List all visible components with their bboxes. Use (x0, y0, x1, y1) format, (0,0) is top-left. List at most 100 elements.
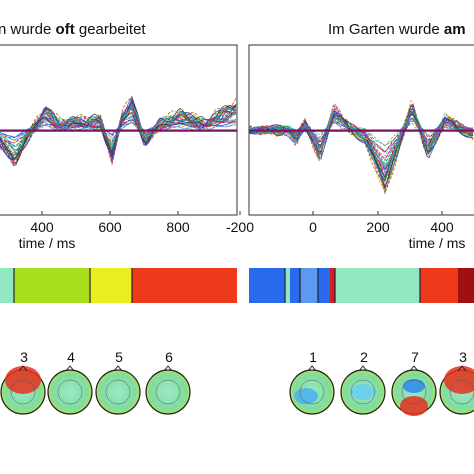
topomap (391, 365, 437, 416)
waveform (249, 114, 474, 179)
waveform (249, 99, 474, 192)
segment (285, 268, 290, 303)
x-tick-label: 400 (30, 219, 54, 235)
topomap (289, 365, 335, 415)
title-text: Im Garten wurde (328, 21, 444, 38)
x-tick-label: 400 (430, 219, 454, 235)
waveform (249, 111, 473, 167)
x-tick-label: 0 (309, 219, 317, 235)
segment (300, 268, 318, 303)
waveform (249, 111, 474, 174)
waveform (249, 108, 473, 182)
map-blob (403, 379, 425, 393)
waveform (249, 117, 473, 153)
x-tick-label: 600 (98, 219, 122, 235)
waveform (249, 104, 474, 193)
map-blob (400, 396, 428, 416)
waveform (249, 112, 474, 171)
topomap (340, 365, 386, 415)
waveform (249, 109, 474, 179)
contour (10, 379, 36, 405)
segment (458, 268, 474, 303)
panel-title: n wurde oft gearbeitet (0, 21, 146, 38)
contour (105, 379, 131, 405)
waveform (249, 113, 474, 165)
map-blob (294, 388, 318, 404)
waveform (249, 108, 474, 179)
map-label: 1 (309, 349, 317, 365)
map-label: 4 (67, 349, 75, 365)
waveform (0, 118, 237, 144)
segment (335, 268, 420, 303)
waveform (249, 105, 474, 181)
waveform (249, 104, 474, 183)
segment (290, 268, 300, 303)
waveform (249, 103, 474, 191)
nose (113, 365, 123, 372)
segment (132, 268, 237, 303)
map-label: 6 (165, 349, 173, 365)
map-label: 3 (20, 349, 28, 365)
map-label: 5 (115, 349, 123, 365)
head (95, 369, 141, 415)
title-text: gearbeitet (75, 21, 147, 38)
map-label: 3 (459, 349, 467, 365)
panel-title: Im Garten wurde am (328, 21, 466, 38)
head (47, 369, 93, 415)
x-axis-label: time / ms (409, 235, 466, 251)
butterfly-plot (249, 99, 474, 195)
segment (330, 268, 335, 303)
topomap (95, 365, 141, 415)
contour (449, 379, 474, 405)
waveform (0, 102, 237, 159)
topomap (0, 365, 46, 415)
nose (65, 365, 75, 372)
nose (409, 365, 419, 372)
nose (18, 365, 28, 372)
nose (307, 365, 317, 372)
waveform (0, 118, 237, 139)
contour (57, 379, 83, 405)
x-tick-label: 200 (366, 219, 390, 235)
title-text: n wurde (0, 21, 56, 38)
segment (420, 268, 458, 303)
segment (318, 268, 330, 303)
waveform (0, 109, 237, 159)
head (145, 369, 191, 415)
map-label: 2 (360, 349, 368, 365)
contour (401, 379, 427, 405)
topomap (47, 365, 93, 415)
waveform (249, 112, 474, 189)
segment (90, 268, 132, 303)
nose (358, 365, 368, 372)
contour (299, 379, 325, 405)
waveform (249, 104, 474, 189)
title-bold: oft (56, 21, 75, 38)
map-label: 7 (411, 349, 419, 365)
butterfly-plot (0, 95, 237, 167)
contour (350, 379, 376, 405)
segment (249, 268, 285, 303)
waveform (0, 122, 237, 141)
waveform (249, 105, 474, 177)
title-bold: am (444, 21, 466, 38)
waveform (249, 102, 474, 195)
waveform (249, 103, 474, 195)
map-blob (351, 384, 375, 400)
waveform (249, 105, 473, 187)
segment (14, 268, 90, 303)
topomap (145, 365, 191, 415)
contour (155, 379, 181, 405)
segment (0, 268, 14, 303)
x-tick-label: -200 (226, 219, 254, 235)
waveform (0, 102, 237, 166)
topomap (439, 365, 474, 415)
map-blob (444, 366, 474, 394)
x-axis-label: time / ms (19, 235, 76, 251)
x-tick-label: 800 (166, 219, 190, 235)
waveform (249, 104, 474, 191)
nose (457, 365, 467, 372)
waveform (0, 107, 237, 156)
